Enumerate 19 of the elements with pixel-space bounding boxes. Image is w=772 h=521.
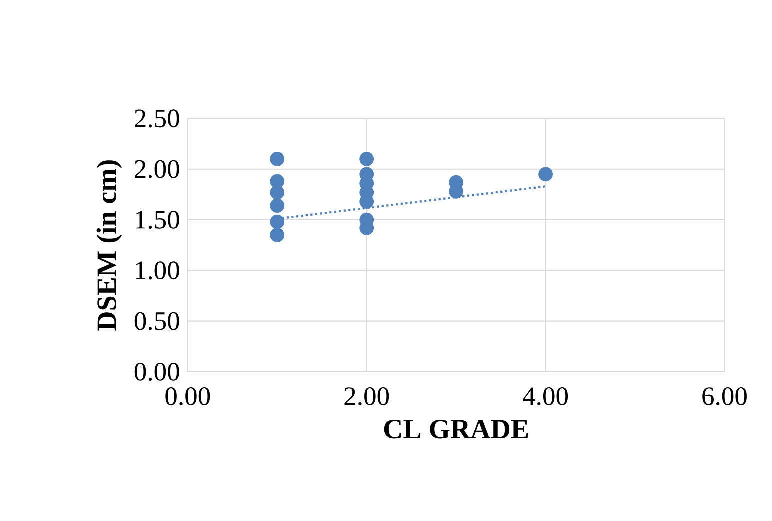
y-tick-label: 0.00	[134, 362, 180, 382]
x-tick-label: 6.00	[702, 388, 747, 406]
y-tick-label: 0.50	[134, 312, 180, 330]
point	[270, 198, 285, 214]
point	[270, 186, 285, 200]
point	[270, 152, 285, 166]
point	[270, 228, 285, 242]
y-tick-label: 2.00	[135, 160, 180, 178]
x-tick-label: 2.00	[344, 388, 390, 406]
y-tick-label: 2.50	[135, 110, 180, 128]
y-tick-label: 1.00	[136, 262, 180, 280]
y-axis-title: DSEM (in cm)	[96, 160, 122, 331]
point	[360, 152, 374, 166]
y-tick-label: 1.50	[136, 211, 180, 230]
x-axis-title: CL GRADE	[384, 420, 528, 439]
x-tick-label: 4.00	[523, 388, 568, 406]
point	[538, 167, 553, 182]
x-tick-label: 0.00	[166, 388, 210, 406]
point	[270, 214, 285, 230]
